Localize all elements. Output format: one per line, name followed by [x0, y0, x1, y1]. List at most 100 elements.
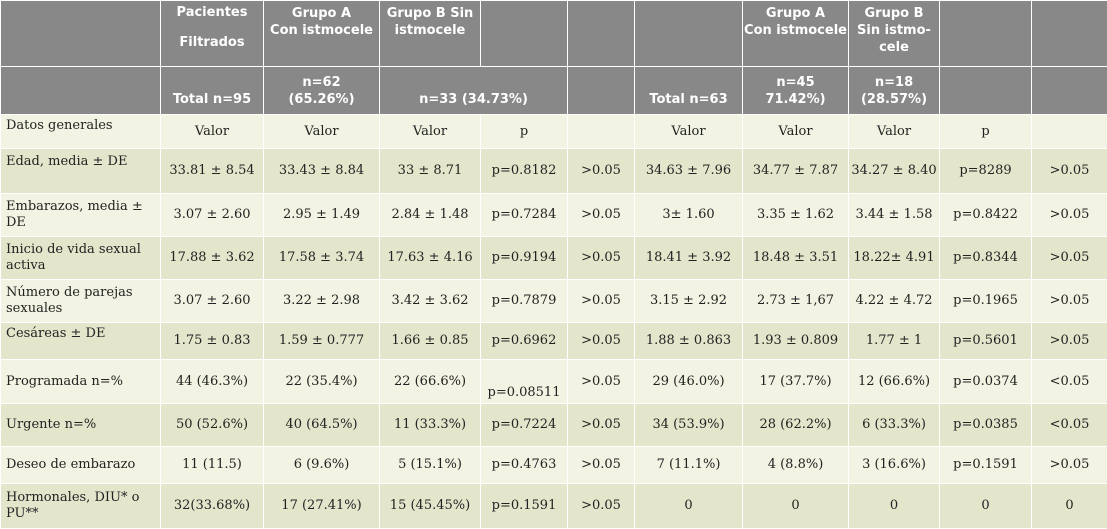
table-cell: 1.77 ± 1	[849, 323, 940, 360]
table-cell: p	[940, 115, 1032, 149]
row-label: Inicio de vida sexual activa	[1, 237, 161, 280]
table-cell	[1032, 115, 1107, 149]
table-cell: >0.05	[568, 447, 635, 484]
table-cell: p=0.1591	[481, 484, 568, 529]
table-cell: 33 ± 8.71	[380, 149, 481, 194]
table-cell: >0.05	[568, 360, 635, 404]
table-cell: >0.05	[568, 323, 635, 360]
table-cell: 3.15 ± 2.92	[635, 280, 743, 323]
table-cell: 2.84 ± 1.48	[380, 194, 481, 237]
table-cell: 34.63 ± 7.96	[635, 149, 743, 194]
header-empty-cell	[481, 1, 568, 67]
table-cell: 7 (11.1%)	[635, 447, 743, 484]
table-cell: Valor	[849, 115, 940, 149]
table-cell: 12 (66.6%)	[849, 360, 940, 404]
table-cell: 33.43 ± 8.84	[264, 149, 380, 194]
table-cell: >0.05	[1032, 149, 1107, 194]
table-cell: 1.88 ± 0.863	[635, 323, 743, 360]
table-cell: <0.05	[1032, 404, 1107, 447]
table-cell: 6 (33.3%)	[849, 404, 940, 447]
table-cell: Valor	[743, 115, 849, 149]
table-cell: 3.07 ± 2.60	[161, 280, 264, 323]
table-cell: 44 (46.3%)	[161, 360, 264, 404]
table-cell: 18.41 ± 3.92	[635, 237, 743, 280]
table-cell: p=0.0385	[940, 404, 1032, 447]
header-empty-cell	[568, 67, 635, 115]
table-cell: p=8289	[940, 149, 1032, 194]
table-cell: Valor	[635, 115, 743, 149]
header-grupo-b-n: n=33 (34.73%)	[380, 67, 568, 115]
header-grupo-b-2-n: n=18 (28.57%)	[849, 67, 940, 115]
table-cell: 18.22± 4.91	[849, 237, 940, 280]
table-cell: >0.05	[568, 404, 635, 447]
table-cell: p=0.1965	[940, 280, 1032, 323]
table-cell: 0	[849, 484, 940, 529]
table-cell: 0	[940, 484, 1032, 529]
table-cell: 1.93 ± 0.809	[743, 323, 849, 360]
table-cell: 0	[635, 484, 743, 529]
table-cell: 6 (9.6%)	[264, 447, 380, 484]
header-total-1: Total n=95	[161, 67, 264, 115]
table-cell: >0.05	[568, 194, 635, 237]
table-cell: 40 (64.5%)	[264, 404, 380, 447]
table-cell: 18.48 ± 3.51	[743, 237, 849, 280]
table-cell: 34 (53.9%)	[635, 404, 743, 447]
table-cell: 17.63 ± 4.16	[380, 237, 481, 280]
table-row: Programada n=%44 (46.3%)22 (35.4%)22 (66…	[1, 360, 1107, 404]
table-cell: >0.05	[1032, 323, 1107, 360]
header-row-groups: Pacientes Filtrados Grupo A Con istmocel…	[1, 1, 1107, 67]
table-cell: 34.27 ± 8.40	[849, 149, 940, 194]
header-empty-cell	[1, 67, 161, 115]
table-cell: >0.05	[568, 149, 635, 194]
table-cell: 3.35 ± 1.62	[743, 194, 849, 237]
table-cell: 17 (37.7%)	[743, 360, 849, 404]
table-cell: 17.58 ± 3.74	[264, 237, 380, 280]
table-cell: 15 (45.45%)	[380, 484, 481, 529]
table-cell: >0.05	[1032, 280, 1107, 323]
table-cell: 3± 1.60	[635, 194, 743, 237]
table-cell: p=0.0374	[940, 360, 1032, 404]
table-cell: 28 (62.2%)	[743, 404, 849, 447]
header-grupo-a-2: Grupo A Con istmocele	[743, 1, 849, 67]
table-cell: Valor	[380, 115, 481, 149]
table-cell: 2.73 ± 1,67	[743, 280, 849, 323]
table-cell: <0.05	[1032, 360, 1107, 404]
row-label: Datos generales	[1, 115, 161, 149]
table-cell: 1.66 ± 0.85	[380, 323, 481, 360]
table-cell: 17.88 ± 3.62	[161, 237, 264, 280]
table-cell: 34.77 ± 7.87	[743, 149, 849, 194]
header-empty-cell	[635, 1, 743, 67]
table-cell: 3.44 ± 1.58	[849, 194, 940, 237]
header-grupo-a-n: n=62 (65.26%)	[264, 67, 380, 115]
row-label: Edad, media ± DE	[1, 149, 161, 194]
header-pacientes-filtrados: Pacientes Filtrados	[161, 1, 264, 67]
table-row: Hormonales, DIU* o PU**32(33.68%)17 (27.…	[1, 484, 1107, 529]
table-cell: >0.05	[568, 280, 635, 323]
header-grupo-a-2-n: n=45 71.42%)	[743, 67, 849, 115]
table-cell: 1.59 ± 0.777	[264, 323, 380, 360]
table-cell: 0	[1032, 484, 1107, 529]
header-empty-cell	[568, 1, 635, 67]
table-cell: 32(33.68%)	[161, 484, 264, 529]
table-cell: 3.22 ± 2.98	[264, 280, 380, 323]
table-cell: >0.05	[1032, 237, 1107, 280]
table-cell: p=0.4763	[481, 447, 568, 484]
table-cell: 3 (16.6%)	[849, 447, 940, 484]
table-cell: p=0.7224	[481, 404, 568, 447]
header-empty-cell	[940, 67, 1032, 115]
table-cell: 1.75 ± 0.83	[161, 323, 264, 360]
header-empty-cell	[940, 1, 1032, 67]
table-cell: 22 (35.4%)	[264, 360, 380, 404]
table-cell: p=0.9194	[481, 237, 568, 280]
table-cell: >0.05	[568, 484, 635, 529]
table-cell: 17 (27.41%)	[264, 484, 380, 529]
table-row: Urgente n=%50 (52.6%)40 (64.5%)11 (33.3%…	[1, 404, 1107, 447]
table-cell: >0.05	[568, 237, 635, 280]
row-label: Embarazos, media ± DE	[1, 194, 161, 237]
table-cell: Valor	[161, 115, 264, 149]
